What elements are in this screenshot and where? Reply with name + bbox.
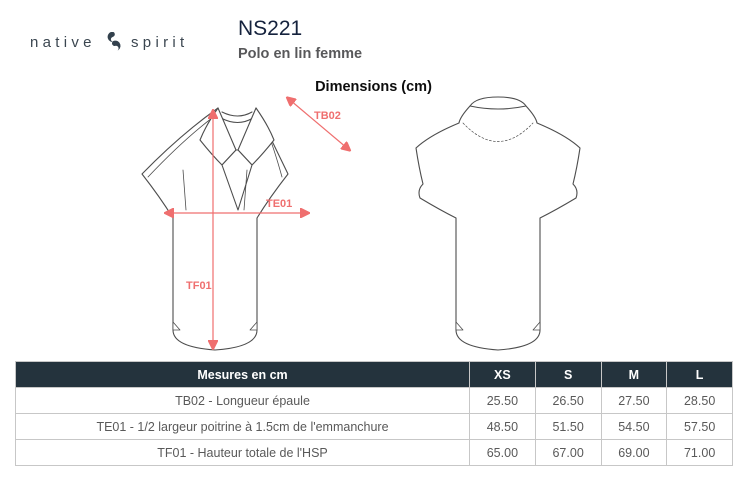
svg-text:TF01: TF01 [186,280,212,292]
svg-text:TB02: TB02 [314,110,341,122]
svg-text:TE01: TE01 [266,198,292,210]
